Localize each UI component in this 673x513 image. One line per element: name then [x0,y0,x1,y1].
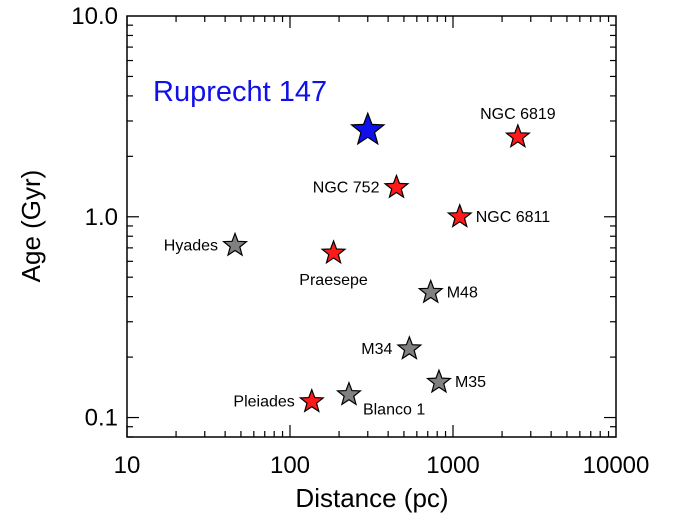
x-axis-label: Distance (pc) [295,483,448,513]
star-marker-hyades [221,231,249,257]
point-label-blanco-1: Blanco 1 [363,402,425,419]
axis-ticks [126,16,616,438]
star-marker-ruprecht-147 [349,111,386,146]
point-label-ngc-6819: NGC 6819 [480,106,556,123]
star-marker-blanco-1 [335,380,363,406]
point-label-m35: M35 [455,374,486,391]
star-marker-pleiades [298,387,325,413]
y-tick-label: 10.0 [71,3,118,30]
point-label-ngc-6811: NGC 6811 [476,209,551,226]
tick-labels: 10 100 1000 10000 0.1 1.0 10.0 [71,3,649,479]
point-label-hyades: Hyades [164,237,218,254]
y-tick-label: 1.0 [85,204,118,231]
point-label-ngc-752: NGC 752 [313,179,380,196]
markers [221,111,531,413]
point-label-m48: M48 [447,284,478,301]
x-tick-label: 10 [114,452,141,479]
star-marker-ngc-6819 [504,123,531,148]
star-marker-ngc-752 [383,173,410,199]
x-tick-label: 100 [270,452,310,479]
point-label-m34: M34 [361,341,392,358]
star-marker-praesepe [320,239,347,265]
point-labels: NGC 6819 NGC 752 NGC 6811 Hyades Praesepe M48… [164,106,556,419]
annotation-ruprecht-147: Ruprecht 147 [153,76,327,108]
y-axis-label: Age (Gyr) [16,170,46,283]
point-label-pleiades: Pleiades [233,394,294,411]
star-marker-m34 [396,335,423,360]
point-label-praesepe: Praesepe [299,272,368,289]
x-tick-label: 10000 [583,452,650,479]
y-tick-label: 0.1 [85,405,118,432]
star-marker-m48 [417,278,444,304]
star-marker-ngc-6811 [446,203,473,228]
star-marker-m35 [425,368,452,394]
x-tick-label: 1000 [426,452,479,479]
